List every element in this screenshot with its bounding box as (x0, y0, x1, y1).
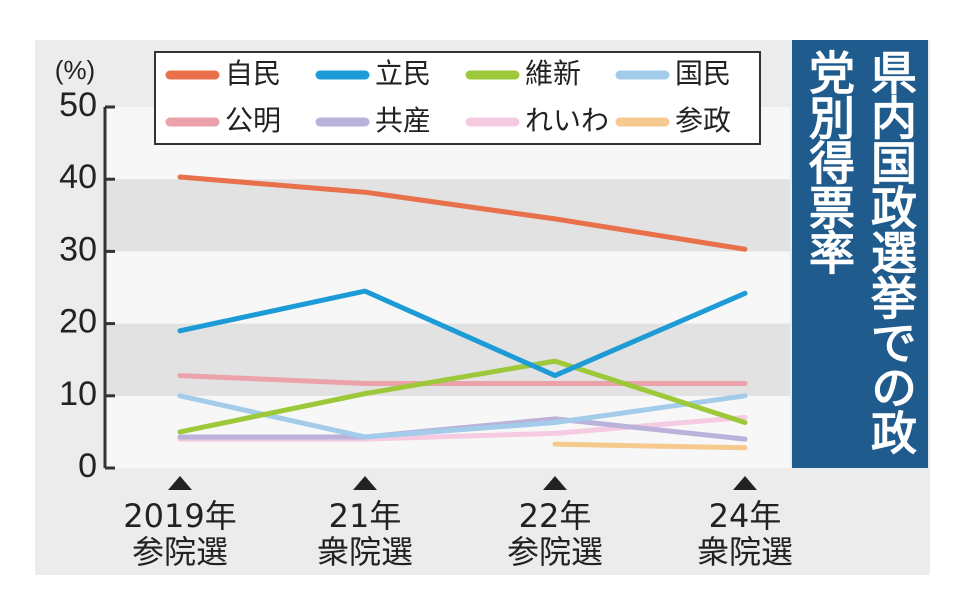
legend-label: 自民 (225, 57, 281, 90)
series-line (177, 288, 748, 379)
legend-label: 維新 (525, 57, 581, 90)
legend-label: 国民 (675, 57, 731, 90)
band (105, 251, 790, 324)
x-marker (543, 476, 567, 490)
legend-box (154, 51, 761, 145)
x-tick-label: 21年 (329, 497, 402, 535)
y-tick-label: 0 (78, 447, 97, 485)
legend-label: 立民 (375, 57, 431, 90)
y-tick-label: 30 (59, 230, 97, 268)
legend-label: 公明 (225, 104, 281, 137)
x-tick-sublabel: 参院選 (132, 533, 228, 571)
series-line (552, 441, 748, 451)
chart-title: 県内国政選挙での政党別得票率 (802, 49, 918, 454)
y-tick-label: 40 (59, 158, 97, 196)
x-tick-sublabel: 参院選 (507, 533, 603, 571)
y-tick-label: 10 (59, 375, 97, 413)
x-tick-sublabel: 衆院選 (697, 533, 793, 571)
x-tick-label: 22年 (519, 497, 592, 535)
title-box: 県内国政選挙での政党別得票率 (792, 40, 928, 468)
x-marker (353, 476, 377, 490)
legend-label: 参政 (675, 104, 731, 137)
series-line (177, 358, 748, 435)
x-tick-sublabel: 衆院選 (317, 533, 413, 571)
x-tick-label: 24年 (709, 497, 782, 535)
legend-label: 共産 (375, 104, 431, 137)
y-tick-label: 50 (59, 86, 97, 124)
x-marker (733, 476, 757, 490)
series-line (177, 373, 748, 387)
legend-label: れいわ (525, 104, 609, 137)
series-line (177, 174, 748, 252)
x-tick-label: 2019年 (123, 497, 236, 535)
series-line (177, 393, 748, 440)
y-tick-label: 20 (59, 303, 97, 341)
y-axis-label: (%) (55, 55, 95, 85)
x-marker (168, 476, 192, 490)
